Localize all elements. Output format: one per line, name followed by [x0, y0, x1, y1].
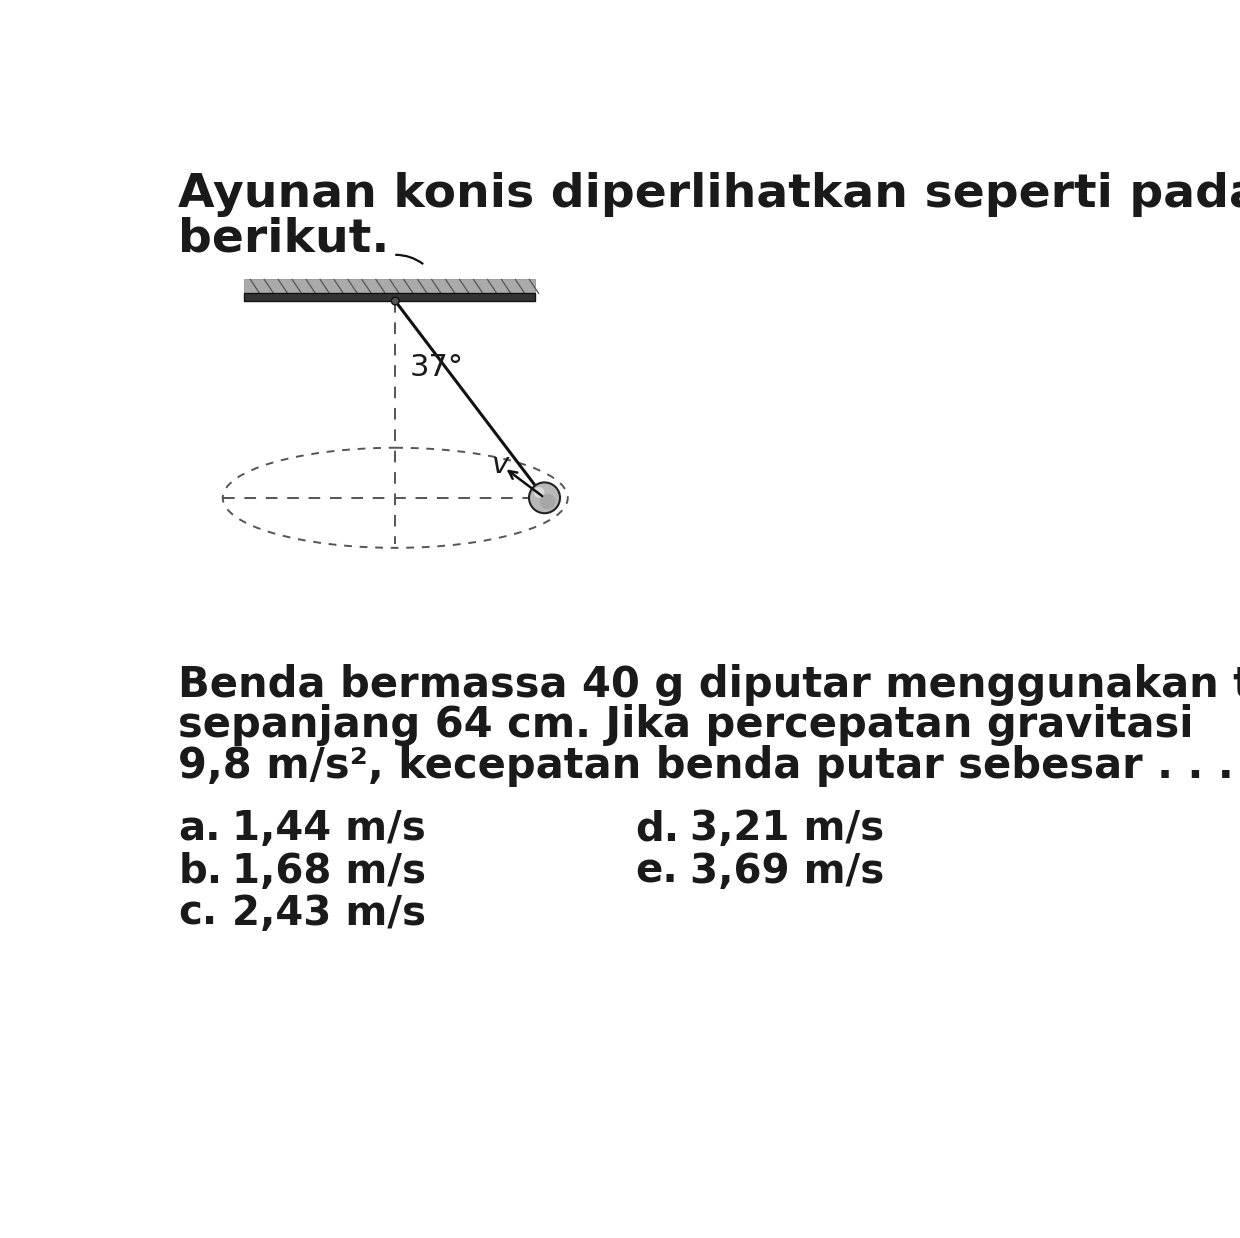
Circle shape: [392, 297, 399, 305]
Text: 3,21 m/s: 3,21 m/s: [689, 810, 884, 849]
Circle shape: [533, 487, 544, 498]
Text: 3,69 m/s: 3,69 m/s: [689, 852, 884, 891]
Circle shape: [539, 494, 556, 509]
Text: berikut.: berikut.: [179, 217, 389, 261]
Text: 9,8 m/s², kecepatan benda putar sebesar . . . .: 9,8 m/s², kecepatan benda putar sebesar …: [179, 744, 1240, 786]
Text: v: v: [492, 451, 508, 479]
Text: Benda bermassa 40 g diputar menggunakan tali: Benda bermassa 40 g diputar menggunakan …: [179, 665, 1240, 707]
Text: d.: d.: [635, 810, 680, 849]
Text: Ayunan konis diperlihatkan seperti pada gambar: Ayunan konis diperlihatkan seperti pada …: [179, 172, 1240, 217]
Circle shape: [529, 483, 560, 514]
Text: 1,44 m/s: 1,44 m/s: [233, 810, 427, 849]
Text: a.: a.: [179, 810, 221, 849]
Text: 2,43 m/s: 2,43 m/s: [233, 894, 427, 933]
Text: 1,68 m/s: 1,68 m/s: [233, 852, 427, 891]
Bar: [244, 280, 534, 293]
Text: b.: b.: [179, 852, 222, 891]
Text: 37°: 37°: [409, 353, 464, 383]
Bar: [244, 293, 534, 301]
Text: c.: c.: [179, 894, 217, 933]
Text: e.: e.: [635, 852, 678, 891]
Text: sepanjang 64 cm. Jika percepatan gravitasi: sepanjang 64 cm. Jika percepatan gravita…: [179, 704, 1194, 747]
